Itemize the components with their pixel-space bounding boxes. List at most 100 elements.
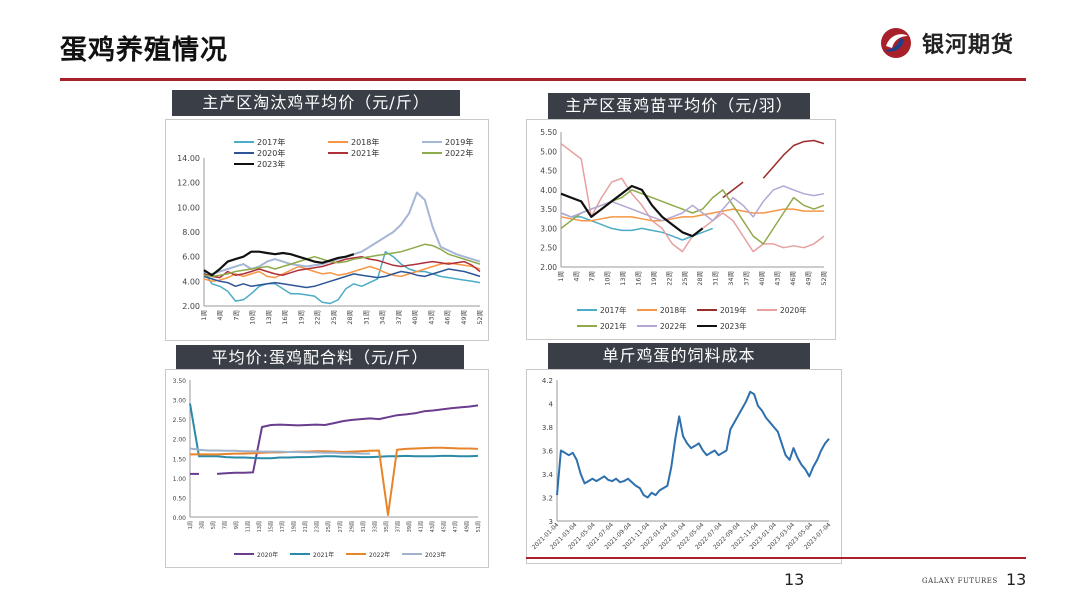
x-tick-label: 7周 [223, 521, 229, 529]
y-tick-label: 0.00 [173, 515, 187, 522]
chart3-svg: 0.00 0.50 1.00 1.50 2.00 2.50 3.00 3.50 1周 3周 5周 7周… [173, 378, 482, 559]
x-tick-label: 3周 [200, 521, 206, 529]
y-tick-label: 8.00 [182, 228, 200, 237]
series-line [560, 185, 825, 222]
x-tick-label: 39周 [407, 521, 413, 532]
x-tick-label: 16周 [634, 271, 642, 286]
x-tick-label: 28周 [346, 310, 354, 325]
y-tick-label: 3 [549, 518, 553, 526]
x-tick-label: 1周 [557, 271, 565, 282]
x-tick-label: 4周 [572, 271, 580, 282]
y-tick-label: 6.00 [182, 253, 200, 262]
y-tick-label: 2.00 [540, 263, 557, 272]
series-line [203, 268, 481, 289]
x-tick-label: 31周 [361, 521, 367, 532]
chart3-box: 0.00 0.50 1.00 1.50 2.00 2.50 3.00 3.50 1周 3周 5周 7周… [165, 369, 489, 568]
x-tick-label: 41周 [418, 521, 424, 532]
chart4-svg: 33.23.43.63.844.22021-01-042021-03-04202… [531, 377, 833, 551]
x-tick-label: 37周 [743, 271, 751, 286]
x-tick-label: 31周 [712, 271, 720, 286]
x-tick-label: 47周 [453, 521, 459, 532]
x-tick-label: 40周 [758, 271, 766, 286]
y-tick-label: 3.50 [173, 378, 187, 385]
chart2-box: 2.00 2.50 3.00 3.50 4.00 4.50 5.00 5.50 1周 4周 7周 10… [526, 119, 836, 340]
legend-label: 2018年 [660, 305, 687, 315]
x-tick-label: 52周 [820, 271, 828, 286]
x-tick-label: 22周 [665, 271, 673, 286]
page-number-right: 13 [1006, 570, 1027, 589]
panel1-title: 主产区淘汰鸡平均价（元/斤） [172, 90, 460, 116]
legend-label: 2019年 [720, 305, 747, 315]
page-title: 蛋鸡养殖情况 [60, 35, 228, 66]
chart4-box: 3 3.2 3.4 3.6 3.8 4 4.2 2021-01-04 2021-03-04 202… [526, 369, 842, 564]
x-tick-label: 43周 [430, 521, 436, 532]
y-tick-label: 3.8 [542, 424, 553, 432]
y-tick-label: 3.50 [540, 205, 557, 214]
x-tick-label: 19周 [650, 271, 658, 286]
galaxy-logo-icon [881, 28, 911, 58]
x-tick-label: 1周 [200, 310, 208, 321]
x-tick-label: 46周 [789, 271, 797, 286]
brand-name: 银河期货 [922, 33, 1015, 58]
legend-label: 2020年 [780, 305, 807, 315]
legend-label: 2021年 [313, 551, 334, 559]
panel3-title: 平均价:蛋鸡配合料（元/斤） [176, 345, 464, 371]
series-line [556, 390, 830, 499]
x-tick-label: 16周 [281, 310, 289, 325]
y-tick-label: 0.50 [173, 495, 187, 502]
x-tick-label: 34周 [379, 310, 387, 325]
y-tick-label: 2.50 [540, 244, 557, 253]
x-tick-label: 40周 [411, 310, 419, 325]
x-tick-label: 19周 [297, 310, 305, 325]
x-tick-label: 46周 [444, 310, 452, 325]
series-line [203, 262, 481, 283]
x-tick-label: 21周 [303, 521, 309, 532]
x-tick-label: 37周 [395, 521, 401, 532]
x-tick-label: 22周 [314, 310, 322, 325]
x-tick-label: 31周 [362, 310, 370, 325]
footer-divider [526, 557, 1026, 559]
series-line [560, 208, 824, 222]
chart2-svg: 2.00 2.50 3.00 3.50 4.00 4.50 5.00 5.50 1周 4周 7周 10… [540, 128, 828, 331]
legend-label: 2023年 [425, 551, 446, 559]
x-tick-label: 7周 [588, 271, 596, 282]
y-tick-label: 2.00 [182, 302, 200, 311]
legend-label: 2017年 [257, 137, 285, 147]
y-tick-label: 3.4 [542, 471, 554, 479]
x-tick-label: 13周 [257, 521, 263, 532]
legend-label: 2023年 [720, 321, 747, 331]
x-tick-label: 29周 [349, 521, 355, 532]
x-tick-label: 25周 [330, 310, 338, 325]
legend-label: 2022年 [445, 148, 473, 158]
x-tick-label: 5周 [211, 521, 217, 529]
y-tick-label: 3.00 [540, 224, 557, 233]
y-tick-label: 5.00 [540, 147, 557, 156]
y-tick-label: 4.2 [542, 377, 553, 385]
series-line [203, 255, 481, 279]
y-tick-label: 1.50 [173, 456, 187, 463]
x-tick-label: 10周 [249, 310, 257, 325]
x-tick-label: 28周 [696, 271, 704, 286]
series-line [203, 243, 481, 278]
page-number-center: 13 [784, 570, 805, 589]
legend-label: 2022年 [660, 321, 687, 331]
x-tick-label: 15周 [269, 521, 275, 532]
chart1-box: 2.00 4.00 6.00 8.00 10.00 12.00 14.00 1周 4周 7周 10周… [165, 119, 489, 341]
x-tick-label: 11周 [246, 521, 252, 532]
y-tick-label: 12.00 [177, 179, 200, 188]
x-tick-label: 51周 [476, 521, 482, 532]
y-tick-label: 4.00 [182, 277, 200, 286]
legend-label: 2020年 [257, 148, 285, 158]
legend-label: 2023年 [257, 159, 285, 169]
series-line [189, 403, 479, 460]
x-tick-label: 43周 [427, 310, 435, 325]
x-tick-label: 9周 [234, 521, 240, 529]
x-tick-label: 27周 [338, 521, 344, 532]
legend-label: 2022年 [369, 551, 390, 559]
x-tick-label: 19周 [292, 521, 298, 532]
y-tick-label: 4.00 [540, 186, 557, 195]
header-divider [60, 78, 1026, 81]
x-tick-label: 23周 [315, 521, 321, 532]
x-tick-label: 25周 [681, 271, 689, 286]
legend-label: 2020年 [257, 551, 278, 559]
